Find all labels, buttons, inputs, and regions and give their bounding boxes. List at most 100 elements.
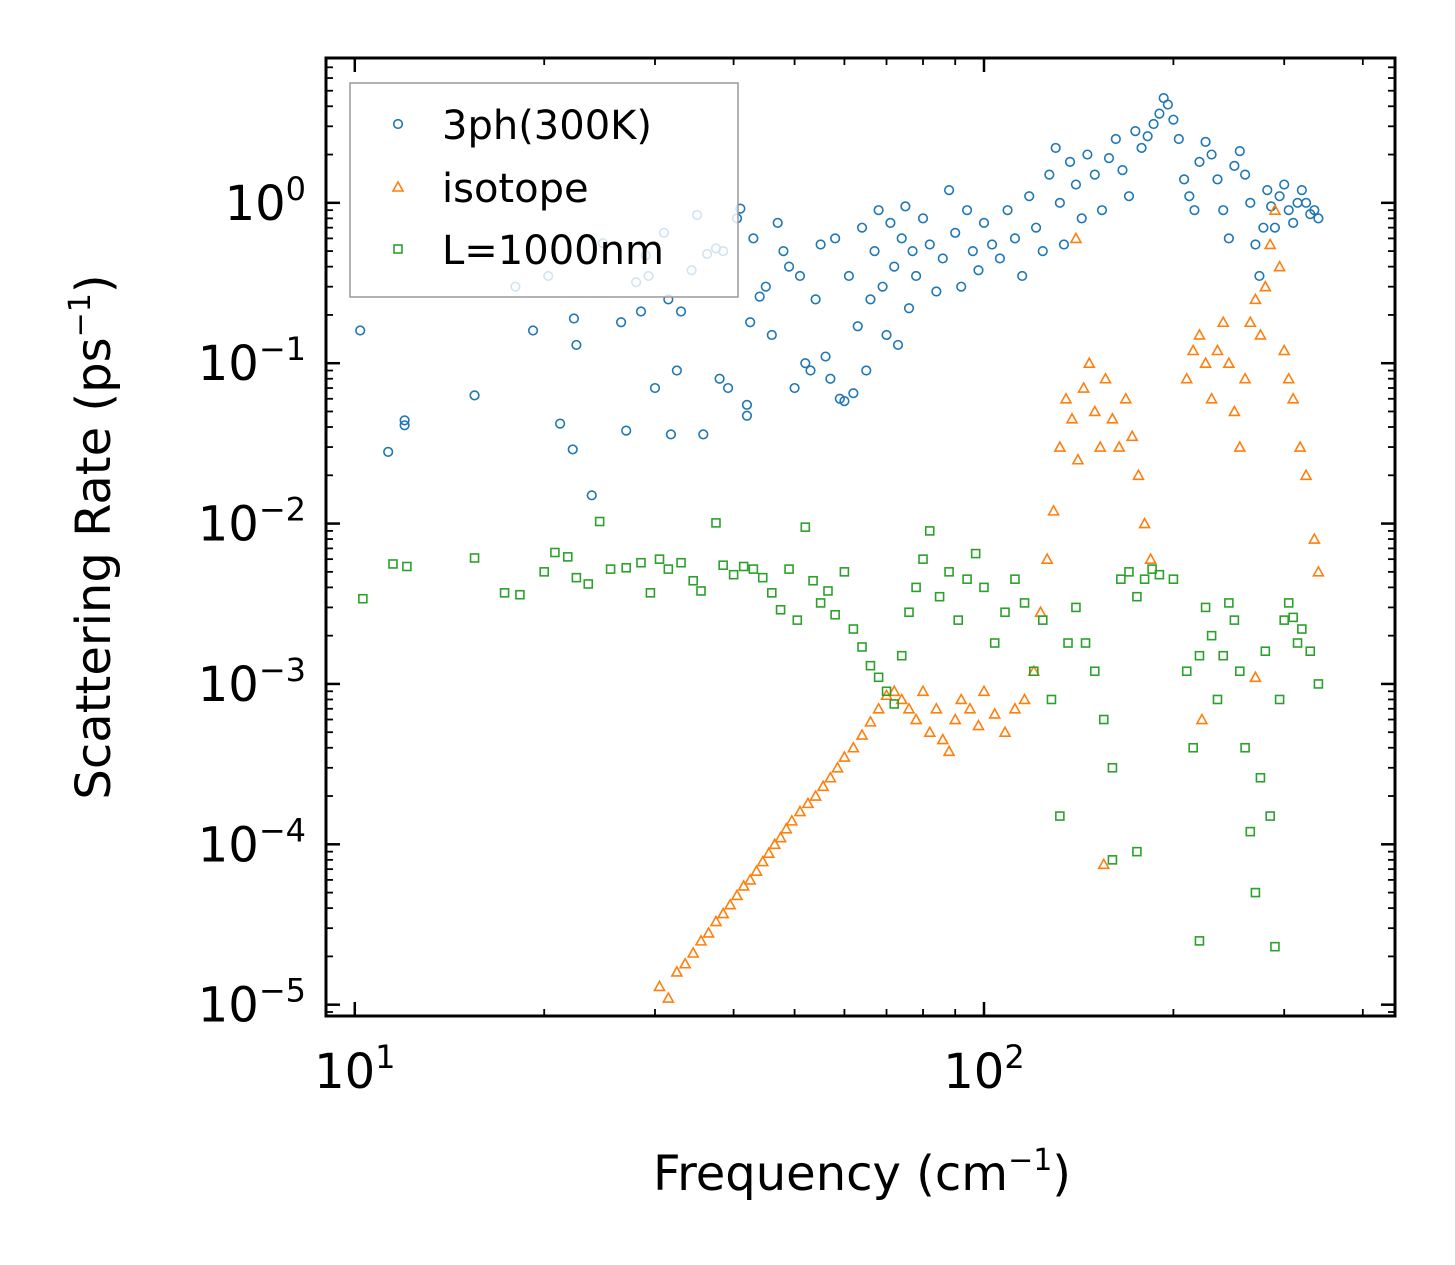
data-point — [855, 728, 869, 740]
legend-entry: L=1000nm — [393, 228, 664, 274]
data-point — [1037, 246, 1048, 257]
data-point — [1249, 292, 1262, 305]
data-point — [515, 589, 525, 600]
data-point — [388, 559, 398, 569]
data-point — [1283, 205, 1294, 216]
data-point — [816, 779, 830, 792]
data-point — [903, 303, 915, 314]
data-point — [402, 561, 412, 572]
y-tick-label: 10−2 — [198, 491, 306, 553]
data-point — [779, 822, 793, 834]
data-point — [1053, 440, 1067, 452]
data-point — [892, 339, 904, 351]
data-point — [754, 291, 765, 302]
data-point — [856, 222, 868, 233]
legend-entry: 3ph(300K) — [392, 103, 652, 149]
data-point — [1224, 598, 1234, 608]
data-point — [1223, 233, 1234, 244]
data-point — [775, 604, 786, 615]
data-point — [499, 588, 510, 598]
data-point — [649, 382, 661, 394]
data-point — [978, 217, 990, 228]
data-point — [550, 547, 560, 558]
data-point — [1173, 133, 1184, 145]
data-point — [1054, 197, 1065, 208]
data-point — [902, 702, 916, 714]
data-point — [865, 294, 876, 305]
data-point — [728, 569, 739, 580]
data-point — [1117, 164, 1128, 176]
data-point — [745, 317, 756, 328]
data-point — [1234, 146, 1245, 157]
data-point — [1110, 133, 1121, 145]
data-point — [1240, 742, 1250, 753]
data-point — [896, 650, 907, 661]
data-point — [1059, 392, 1073, 404]
data-point — [583, 579, 594, 589]
data-point — [605, 564, 616, 574]
data-point — [698, 429, 709, 440]
data-point — [741, 399, 753, 410]
data-point — [748, 564, 759, 574]
data-point — [399, 420, 410, 431]
data-point — [800, 522, 811, 532]
legend-label: L=1000nm — [442, 228, 664, 274]
data-point — [571, 339, 582, 351]
data-point — [864, 715, 877, 727]
data-point — [872, 702, 885, 714]
data-point — [714, 373, 725, 384]
data-point — [1222, 356, 1236, 368]
data-point — [830, 609, 840, 620]
legend-frame — [349, 82, 739, 298]
data-point — [873, 205, 884, 216]
data-point — [743, 873, 757, 885]
data-point — [1229, 615, 1240, 625]
data-point — [1245, 826, 1256, 837]
data-point — [1058, 239, 1070, 250]
data-point — [1274, 694, 1285, 705]
data-point — [1181, 666, 1192, 677]
data-point — [1144, 552, 1157, 564]
data-point — [839, 567, 850, 577]
data-point — [1211, 343, 1224, 356]
data-point — [675, 306, 687, 317]
data-point — [1218, 650, 1229, 661]
data-point — [1089, 169, 1100, 180]
data-point — [1188, 742, 1198, 753]
data-point — [621, 562, 632, 573]
data-point — [986, 239, 998, 250]
data-point — [1008, 702, 1022, 714]
data-point — [645, 588, 656, 598]
data-point — [1082, 356, 1096, 368]
legend-label: 3ph(300K) — [442, 103, 652, 149]
data-point — [1194, 156, 1205, 167]
legend-entry: isotope — [391, 166, 589, 212]
data-point — [654, 554, 665, 564]
data-point — [567, 444, 578, 455]
data-point — [1088, 404, 1102, 417]
data-point — [571, 572, 582, 583]
data-point — [937, 253, 948, 264]
data-point — [1024, 191, 1035, 202]
data-point — [1277, 343, 1291, 356]
data-point — [823, 586, 833, 596]
data-point — [801, 796, 815, 809]
data-point — [1180, 372, 1194, 384]
data-point — [911, 582, 921, 593]
data-point — [750, 864, 763, 876]
legend-label: isotope — [442, 166, 589, 212]
y-tick-label: 10−5 — [198, 972, 306, 1034]
data-point — [1313, 213, 1324, 224]
data-point — [967, 246, 978, 257]
data-point — [907, 246, 918, 257]
data-point — [1089, 666, 1100, 677]
data-point — [1283, 598, 1294, 608]
data-point — [998, 725, 1012, 738]
data-point — [1071, 602, 1081, 613]
data-point — [748, 233, 759, 244]
data-point — [1297, 624, 1307, 634]
data-point — [1030, 222, 1042, 233]
data-point — [942, 744, 956, 757]
data-point — [950, 227, 961, 238]
data-point — [1136, 142, 1147, 154]
